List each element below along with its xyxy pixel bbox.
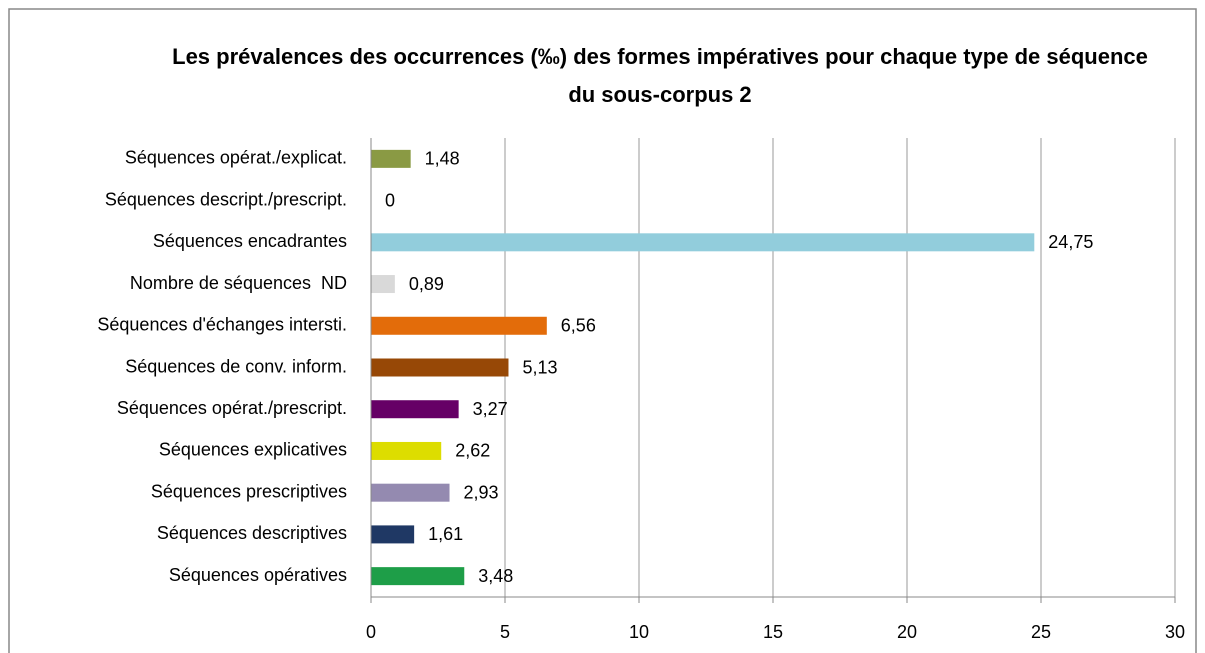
bar — [371, 316, 547, 335]
bar — [371, 441, 442, 460]
y-tick-label: Séquences prescriptives — [151, 481, 347, 501]
y-tick-label: Séquences opérat./explicat. — [125, 148, 347, 168]
y-tick-label: Séquences de conv. inform. — [125, 356, 347, 376]
bar — [371, 275, 395, 294]
bar — [371, 483, 450, 502]
y-tick-label: Séquences d'échanges intersti. — [97, 315, 347, 335]
bar — [371, 149, 411, 168]
data-label: 6,56 — [561, 316, 596, 336]
x-tick-label: 10 — [629, 622, 649, 642]
x-tick-label: 20 — [897, 622, 917, 642]
data-label: 2,93 — [464, 482, 499, 502]
y-tick-label: Séquences opératives — [169, 565, 347, 585]
bar — [371, 233, 1035, 252]
bar — [371, 358, 509, 377]
data-label: 0 — [385, 190, 395, 210]
data-label: 5,13 — [522, 357, 557, 377]
chart-title: Les prévalences des occurrences (‰) des … — [172, 44, 1148, 107]
y-tick-label: Séquences descript./prescript. — [105, 189, 347, 209]
bar — [371, 525, 415, 544]
y-tick-label: Séquences opérat./prescript. — [117, 398, 347, 418]
x-tick-label: 5 — [500, 622, 510, 642]
data-label: 2,62 — [455, 441, 490, 461]
bar — [371, 400, 459, 419]
x-tick-label: 25 — [1031, 622, 1051, 642]
y-tick-label: Séquences encadrantes — [153, 231, 347, 251]
data-label: 24,75 — [1048, 232, 1093, 252]
y-tick-label: Séquences explicatives — [159, 440, 347, 460]
data-label: 1,48 — [425, 149, 460, 169]
y-tick-label: Séquences descriptives — [157, 523, 347, 543]
bar — [371, 567, 465, 586]
x-tick-label: 30 — [1165, 622, 1185, 642]
data-label: 3,48 — [478, 566, 513, 586]
y-tick-label: Nombre de séquences ND — [130, 273, 347, 293]
chart-border — [8, 8, 1197, 653]
data-label: 0,89 — [409, 274, 444, 294]
data-label: 3,27 — [473, 399, 508, 419]
data-label: 1,61 — [428, 524, 463, 544]
x-tick-label: 15 — [763, 622, 783, 642]
x-tick-label: 0 — [366, 622, 376, 642]
